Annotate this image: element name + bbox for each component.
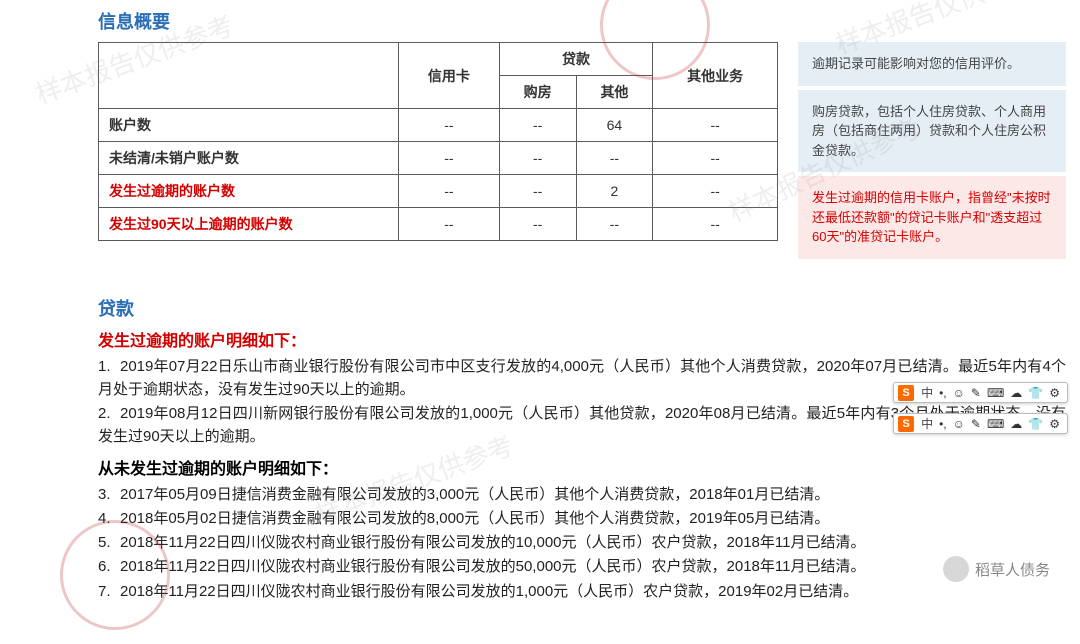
- ime-badge-icon: S: [898, 385, 914, 401]
- table-row: 发生过90天以上逾期的账户数--------: [99, 208, 778, 241]
- cell: --: [653, 142, 778, 175]
- col-blank: [99, 43, 399, 109]
- ime-icon[interactable]: •,: [939, 386, 947, 400]
- ime-toolbar[interactable]: S 中 •, ☺ ✎ ⌨ ☁ 👕 ⚙: [893, 382, 1068, 403]
- side-note: 发生过逾期的信用卡账户，指曾经"未按时还最低还款额"的贷记卡账户和"透支超过60…: [798, 176, 1066, 259]
- cell: --: [576, 142, 653, 175]
- cell: --: [399, 142, 500, 175]
- no-overdue-heading: 从未发生过逾期的账户明细如下：: [98, 455, 1066, 479]
- ime-icon[interactable]: ☁: [1010, 386, 1022, 400]
- ime-icon[interactable]: ⚙: [1049, 417, 1060, 431]
- cell: --: [653, 208, 778, 241]
- col-other-biz: 其他业务: [653, 43, 778, 109]
- ime-icon[interactable]: ⌨: [987, 386, 1004, 400]
- overview-title: 信息概要: [98, 8, 1066, 34]
- ime-icon[interactable]: ☺: [953, 417, 965, 431]
- cell: --: [399, 109, 500, 142]
- list-item: 5.2018年11月22日四川仪陇农村商业银行股份有限公司发放的10,000元（…: [98, 531, 1066, 554]
- ime-icon[interactable]: ✎: [971, 386, 981, 400]
- ime-icon[interactable]: ⚙: [1049, 386, 1060, 400]
- row-label: 发生过90天以上逾期的账户数: [99, 208, 399, 241]
- ime-badge-icon: S: [898, 416, 914, 432]
- cell: --: [499, 208, 576, 241]
- cell: --: [499, 109, 576, 142]
- list-item: 4.2018年05月02日捷信消费金融有限公司发放的8,000元（人民币）其他个…: [98, 507, 1066, 530]
- ime-icon[interactable]: 👕: [1028, 417, 1043, 431]
- loan-title: 贷款: [98, 295, 1066, 321]
- cell: 64: [576, 109, 653, 142]
- no-overdue-list: 3.2017年05月09日捷信消费金融有限公司发放的3,000元（人民币）其他个…: [98, 483, 1066, 603]
- col-loan-house: 购房: [499, 76, 576, 109]
- ime-toolbar[interactable]: S 中 •, ☺ ✎ ⌨ ☁ 👕 ⚙: [893, 413, 1068, 434]
- cell: --: [399, 208, 500, 241]
- cell: --: [576, 208, 653, 241]
- ime-lang[interactable]: 中: [921, 415, 933, 432]
- list-item: 3.2017年05月09日捷信消费金融有限公司发放的3,000元（人民币）其他个…: [98, 483, 1066, 506]
- cell: --: [399, 175, 500, 208]
- ime-icon[interactable]: ☺: [953, 386, 965, 400]
- table-row: 发生过逾期的账户数----2--: [99, 175, 778, 208]
- side-notes: 逾期记录可能影响对您的信用评价。购房贷款，包括个人住房贷款、个人商用房（包括商住…: [798, 42, 1066, 259]
- ime-icon[interactable]: ✎: [971, 417, 981, 431]
- cell: --: [653, 175, 778, 208]
- ime-icon[interactable]: ⌨: [987, 417, 1004, 431]
- cell: 2: [576, 175, 653, 208]
- col-loan: 贷款: [499, 43, 653, 76]
- col-credit-card: 信用卡: [399, 43, 500, 109]
- overdue-heading: 发生过逾期的账户明细如下：: [98, 327, 1066, 351]
- cell: --: [499, 142, 576, 175]
- ime-icon[interactable]: 👕: [1028, 386, 1043, 400]
- side-note: 购房贷款，包括个人住房贷款、个人商用房（包括商住两用）贷款和个人住房公积金贷款。: [798, 90, 1066, 173]
- cell: --: [653, 109, 778, 142]
- ime-icon[interactable]: •,: [939, 417, 947, 431]
- ime-icon[interactable]: ☁: [1010, 417, 1022, 431]
- table-row: 未结清/未销户账户数--------: [99, 142, 778, 175]
- list-item: 6.2018年11月22日四川仪陇农村商业银行股份有限公司发放的50,000元（…: [98, 555, 1066, 578]
- table-row: 账户数----64--: [99, 109, 778, 142]
- ime-lang[interactable]: 中: [921, 384, 933, 401]
- cell: --: [499, 175, 576, 208]
- row-label: 发生过逾期的账户数: [99, 175, 399, 208]
- overview-table-container: 信用卡 贷款 其他业务 购房 其他 账户数----64--未结清/未销户账户数-…: [98, 42, 778, 241]
- col-loan-other: 其他: [576, 76, 653, 109]
- row-label: 账户数: [99, 109, 399, 142]
- side-note: 逾期记录可能影响对您的信用评价。: [798, 42, 1066, 86]
- overview-table: 信用卡 贷款 其他业务 购房 其他 账户数----64--未结清/未销户账户数-…: [98, 42, 778, 241]
- row-label: 未结清/未销户账户数: [99, 142, 399, 175]
- list-item: 7.2018年11月22日四川仪陇农村商业银行股份有限公司发放的1,000元（人…: [98, 580, 1066, 603]
